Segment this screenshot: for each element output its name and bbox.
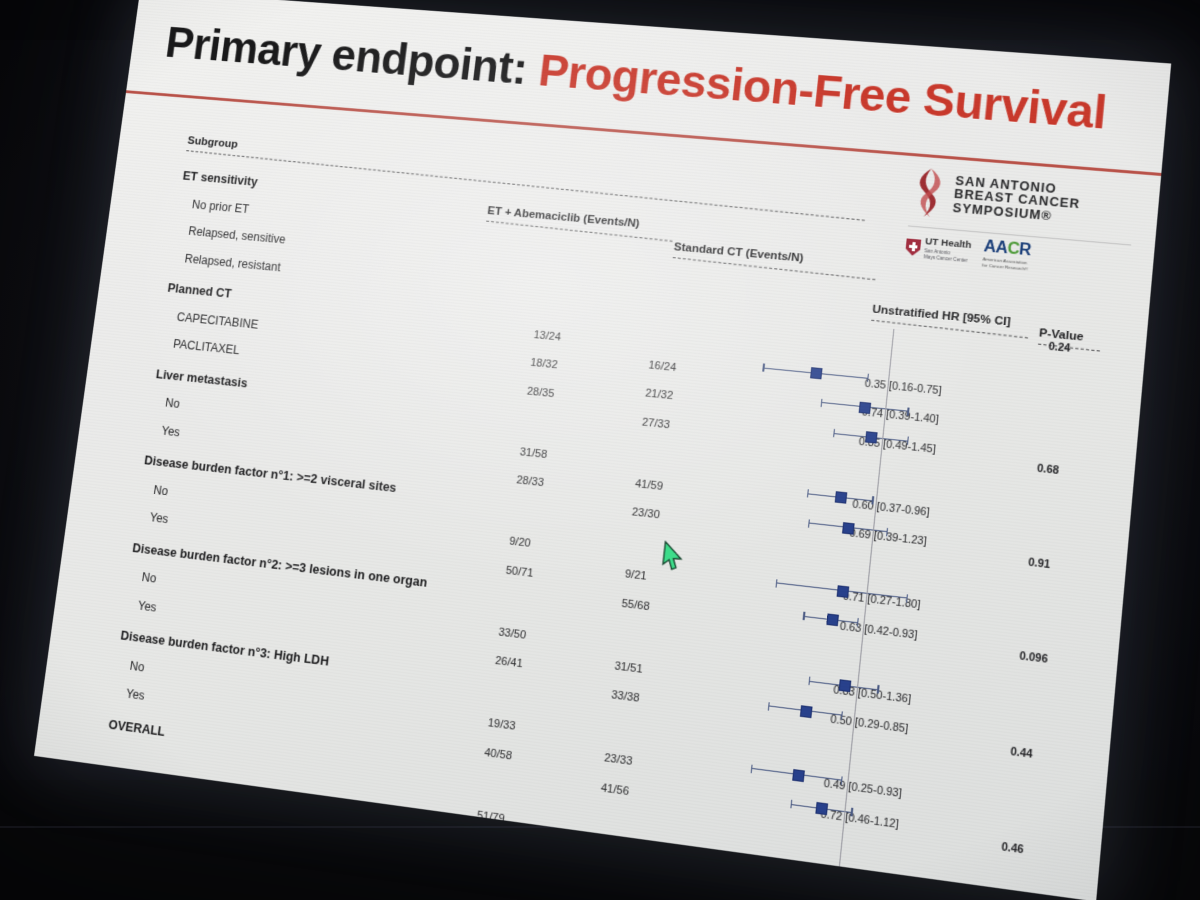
sabcs-ribbon-icon bbox=[909, 165, 949, 220]
row-0-2-point-estimate bbox=[865, 431, 879, 444]
row-2-0-point-estimate bbox=[837, 584, 850, 598]
row-4-0-label: No bbox=[140, 570, 158, 586]
row-1-0-arm-a: 31/58 bbox=[519, 445, 548, 461]
row-4-1-ci-cap-low bbox=[789, 799, 793, 809]
group-label-1: Planned CT bbox=[166, 281, 233, 301]
row-1-0-hr-value: 0.60 [0.37-0.96] bbox=[851, 497, 931, 519]
row-1-0-ci-cap-low bbox=[806, 489, 810, 498]
row-3-0-arm-a: 33/50 bbox=[497, 625, 527, 642]
row-4-1-label: Yes bbox=[137, 598, 158, 615]
row-4-1-arm-b: 41/56 bbox=[600, 781, 630, 798]
row-0-0-hr-value: 0.35 [0.16-0.75] bbox=[864, 377, 943, 397]
row-4-0-hr-value: 0.49 [0.25-0.93] bbox=[823, 777, 903, 801]
forest-plot-table: Subgroup ET + Abemaciclib (Events/N) Sta… bbox=[34, 0, 1171, 900]
projected-slide: Primary endpoint: Progression-Free Survi… bbox=[34, 0, 1172, 900]
row-2-0-arm-b: 9/21 bbox=[624, 568, 648, 583]
group-pvalue-4: 0.44 bbox=[1009, 744, 1034, 761]
row-2-0-hr-value: 0.71 [0.27-1.80] bbox=[842, 590, 921, 612]
group-label-3: Disease burden factor n°1: >=2 visceral … bbox=[143, 453, 398, 496]
row-1-1-label: PACLITAXEL bbox=[172, 336, 241, 358]
row-3-1-arm-a: 26/41 bbox=[494, 654, 524, 671]
sabcs-logo: SAN ANTONIO BREAST CANCER SYMPOSIUM® UT … bbox=[903, 165, 1137, 293]
row-0-1-point-estimate bbox=[858, 401, 872, 414]
row-2-1-label: Yes bbox=[160, 423, 181, 439]
row-0-2-arm-b: 27/33 bbox=[641, 415, 671, 431]
mouse-cursor bbox=[660, 540, 688, 573]
row-1-1-arm-b: 23/30 bbox=[631, 506, 661, 522]
row-1-1-arm-a: 28/33 bbox=[515, 474, 545, 490]
row-3-1-arm-b: 33/38 bbox=[610, 688, 641, 705]
group-pvalue-2: 0.91 bbox=[1027, 555, 1051, 571]
row-1-0-point-estimate bbox=[834, 491, 848, 504]
group-label-2: Liver metastasis bbox=[155, 366, 249, 390]
row-1-0-arm-b: 41/59 bbox=[634, 477, 664, 493]
group-label-4: Disease burden factor n°2: >=3 lesions i… bbox=[131, 540, 429, 590]
row-0-1-label: Relapsed, sensitive bbox=[187, 224, 287, 247]
row-0-1-arm-a: 18/32 bbox=[529, 356, 559, 372]
group-pvalue-1: 0.68 bbox=[1036, 462, 1060, 478]
row-3-1-ci-cap-low bbox=[767, 701, 770, 711]
row-5-0-label: No bbox=[129, 658, 146, 674]
row-3-0-label: No bbox=[152, 482, 169, 498]
row-2-1-arm-b: 55/68 bbox=[621, 597, 651, 613]
row-2-0-label: No bbox=[164, 395, 181, 411]
header-arm-standard-ct: Standard CT (Events/N) bbox=[673, 241, 805, 265]
row-0-0-arm-b: 16/24 bbox=[647, 358, 677, 374]
row-1-1-hr-value: 0.69 [0.39-1.23] bbox=[848, 527, 928, 548]
row-4-0-arm-a: 19/33 bbox=[487, 716, 517, 733]
header-subgroup: Subgroup bbox=[186, 135, 239, 151]
row-0-1-arm-b: 21/32 bbox=[644, 387, 674, 403]
row-0-2-label: Relapsed, resistant bbox=[183, 251, 282, 274]
row-0-0-label: No prior ET bbox=[191, 197, 250, 216]
row-0-1-ci-cap-low bbox=[820, 398, 823, 407]
row-4-0-point-estimate bbox=[791, 768, 805, 782]
row-4-1-arm-a: 40/58 bbox=[483, 746, 513, 763]
row-3-0-point-estimate bbox=[838, 679, 852, 693]
overall-label: OVERALL bbox=[107, 717, 166, 739]
row-2-1-ci-cap-low bbox=[803, 611, 806, 621]
row-2-0-arm-a: 9/20 bbox=[508, 535, 532, 550]
row-0-0-arm-a: 13/24 bbox=[533, 328, 562, 344]
row-3-1-label: Yes bbox=[148, 510, 170, 527]
group-pvalue-5: 0.46 bbox=[1000, 840, 1025, 857]
row-1-0-label: CAPECITABINE bbox=[176, 309, 260, 332]
group-pvalue-3: 0.096 bbox=[1018, 649, 1049, 666]
row-5-1-label: Yes bbox=[125, 686, 146, 703]
group-label-0: ET sensitivity bbox=[182, 169, 259, 189]
row-4-0-ci-cap-low bbox=[750, 764, 753, 773]
row-2-1-arm-a: 50/71 bbox=[505, 564, 534, 580]
row-3-0-arm-b: 31/51 bbox=[613, 659, 644, 676]
header-arm-abemaciclib: ET + Abemaciclib (Events/N) bbox=[486, 205, 641, 231]
row-3-1-point-estimate bbox=[800, 704, 813, 718]
row-1-1-point-estimate bbox=[841, 521, 855, 535]
row-3-0-ci-cap-low bbox=[808, 676, 811, 686]
row-2-1-hr-value: 0.63 [0.42-0.93] bbox=[839, 619, 918, 642]
group-label-5: Disease burden factor n°3: High LDH bbox=[119, 628, 330, 669]
row-0-0-point-estimate bbox=[810, 367, 823, 380]
row-2-0-ci-cap-low bbox=[775, 578, 778, 588]
row-1-1-ci-cap-low bbox=[807, 518, 810, 528]
row-4-1-point-estimate bbox=[815, 802, 829, 816]
row-4-1-hr-value: 0.72 [0.46-1.12] bbox=[820, 807, 900, 831]
row-4-0-arm-b: 23/33 bbox=[603, 751, 633, 769]
row-0-2-ci-cap-low bbox=[832, 429, 836, 438]
header-hazard-ratio: Unstratified HR [95% CI] bbox=[871, 303, 1012, 329]
row-2-1-point-estimate bbox=[825, 613, 839, 627]
group-pvalue-0: 0.24 bbox=[1047, 340, 1071, 355]
row-0-0-ci-cap-low bbox=[762, 363, 765, 372]
row-0-2-arm-a: 28/35 bbox=[526, 385, 555, 400]
